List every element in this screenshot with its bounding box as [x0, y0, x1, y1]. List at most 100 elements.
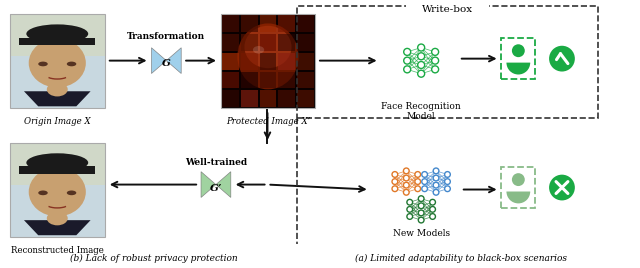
Circle shape [415, 179, 420, 184]
Text: Well-trained: Well-trained [185, 158, 247, 167]
Bar [10, 143, 105, 237]
Circle shape [445, 186, 451, 192]
Ellipse shape [29, 39, 86, 87]
Bar [10, 143, 105, 185]
Bar [260, 72, 276, 88]
Circle shape [512, 173, 525, 186]
Bar [19, 166, 95, 174]
Bar [502, 167, 535, 208]
Bar [502, 38, 535, 80]
Circle shape [429, 214, 435, 219]
Bar [241, 72, 257, 88]
Bar [260, 15, 276, 32]
Circle shape [549, 175, 575, 200]
Circle shape [422, 186, 428, 192]
Circle shape [407, 207, 413, 212]
Circle shape [419, 210, 424, 216]
Ellipse shape [67, 191, 76, 195]
Circle shape [418, 44, 425, 51]
Text: G: G [162, 59, 171, 68]
Circle shape [429, 207, 435, 212]
Text: Protected Image X’: Protected Image X’ [226, 117, 310, 126]
Polygon shape [166, 48, 181, 73]
Ellipse shape [67, 62, 76, 66]
Polygon shape [216, 172, 231, 198]
Polygon shape [201, 172, 216, 198]
Bar [241, 34, 257, 51]
Circle shape [392, 179, 397, 184]
Circle shape [431, 49, 438, 55]
Bar [297, 90, 314, 107]
Circle shape [433, 175, 439, 181]
Text: Reconstructed Image: Reconstructed Image [11, 246, 104, 255]
Polygon shape [24, 220, 91, 235]
Circle shape [392, 186, 397, 192]
Circle shape [403, 189, 409, 195]
Circle shape [549, 46, 575, 72]
Bar [260, 53, 276, 70]
Ellipse shape [47, 82, 68, 96]
Bar [222, 34, 239, 51]
Text: Write-box: Write-box [422, 5, 473, 14]
Circle shape [403, 168, 409, 174]
Bar [241, 53, 257, 70]
Circle shape [419, 196, 424, 202]
Text: Transformation: Transformation [127, 32, 205, 41]
Bar [222, 53, 239, 70]
Circle shape [415, 172, 420, 177]
Bar [297, 53, 314, 70]
Circle shape [419, 203, 424, 209]
Ellipse shape [244, 26, 292, 68]
Text: Origin Image X: Origin Image X [24, 117, 91, 126]
Bar [222, 90, 239, 107]
Circle shape [418, 70, 425, 77]
Polygon shape [152, 48, 166, 73]
Circle shape [433, 182, 439, 188]
Bar [278, 15, 295, 32]
Bar [278, 72, 295, 88]
Circle shape [418, 61, 425, 69]
Wedge shape [506, 192, 530, 203]
Circle shape [407, 199, 413, 205]
Bar [297, 72, 314, 88]
Ellipse shape [38, 62, 48, 66]
Circle shape [415, 186, 420, 192]
Text: (b) Lack of robust privacy protection: (b) Lack of robust privacy protection [70, 254, 237, 263]
Bar [297, 15, 314, 32]
Circle shape [433, 168, 439, 174]
Circle shape [403, 182, 409, 188]
Bar [10, 56, 105, 108]
Bar [241, 15, 257, 32]
Bar [278, 90, 295, 107]
Bar [260, 90, 276, 107]
Ellipse shape [237, 23, 299, 90]
Circle shape [419, 217, 424, 223]
Bar [10, 14, 105, 56]
Text: G’: G’ [210, 184, 222, 192]
Bar [19, 38, 95, 45]
Circle shape [445, 172, 451, 177]
Ellipse shape [38, 191, 48, 195]
Ellipse shape [26, 153, 88, 172]
Circle shape [431, 66, 438, 73]
Circle shape [403, 175, 409, 181]
Bar [297, 6, 598, 118]
Text: Face Recognition: Face Recognition [381, 102, 461, 111]
Circle shape [404, 66, 411, 73]
Ellipse shape [253, 46, 264, 54]
Bar [241, 90, 257, 107]
Circle shape [404, 57, 411, 64]
Bar [297, 34, 314, 51]
Circle shape [445, 179, 451, 184]
Bar [222, 72, 239, 88]
Circle shape [418, 53, 425, 60]
Circle shape [407, 214, 413, 219]
Circle shape [422, 172, 428, 177]
Bar [260, 34, 276, 51]
Ellipse shape [47, 211, 68, 225]
Bar [222, 15, 239, 32]
Bar [278, 34, 295, 51]
Circle shape [433, 189, 439, 195]
Polygon shape [24, 91, 91, 106]
Text: (a) Limited adaptability to black-box scenarios: (a) Limited adaptability to black-box sc… [355, 254, 567, 263]
